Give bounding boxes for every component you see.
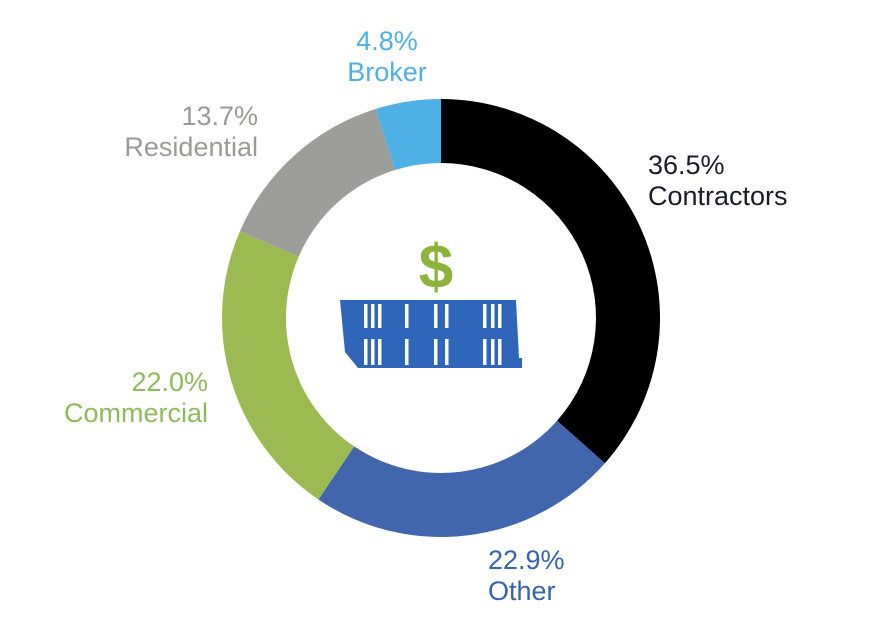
slice-label: Broker — [347, 57, 427, 87]
container-slot — [405, 304, 409, 328]
label-other: 22.9% Other — [488, 545, 565, 607]
container-slot — [378, 339, 382, 365]
slice-value: 22.9% — [488, 545, 565, 575]
label-contractors: 36.5% Contractors — [648, 150, 788, 212]
container-slot — [371, 339, 375, 365]
container-slot — [491, 339, 495, 365]
container-slot — [434, 339, 438, 365]
container-slot — [371, 304, 375, 328]
container-slot — [491, 304, 495, 328]
slice-residential — [239, 108, 395, 257]
dollar-icon: $ — [419, 233, 453, 302]
slice-value: 13.7% — [181, 101, 258, 131]
container-slot — [434, 304, 438, 328]
container-slot — [378, 304, 382, 328]
label-commercial: 22.0% Commercial — [64, 367, 208, 429]
container-slot — [483, 304, 487, 328]
center-icon: $ — [340, 233, 522, 368]
slice-contractors — [441, 99, 660, 464]
container-slot — [405, 339, 409, 365]
slice-broker — [375, 99, 441, 171]
container-slot — [483, 339, 487, 365]
container-icon — [340, 300, 522, 368]
slice-value: 4.8% — [356, 26, 418, 56]
slice-value: 22.0% — [131, 367, 208, 397]
container-slot — [445, 339, 449, 365]
slice-other — [318, 420, 605, 537]
container-slot — [498, 304, 502, 328]
container-slot — [445, 304, 449, 328]
slice-label: Commercial — [63, 398, 208, 428]
container-slot — [364, 339, 368, 365]
container-slot — [498, 339, 502, 365]
label-broker: 4.8% Broker — [340, 26, 434, 88]
label-residential: 13.7% Residential — [124, 101, 258, 163]
slice-label: Other — [488, 576, 556, 606]
slice-label: Contractors — [648, 181, 788, 211]
slice-label: Residential — [124, 132, 258, 162]
container-slot — [364, 304, 368, 328]
slice-value: 36.5% — [648, 150, 725, 180]
slice-commercial — [221, 231, 355, 500]
